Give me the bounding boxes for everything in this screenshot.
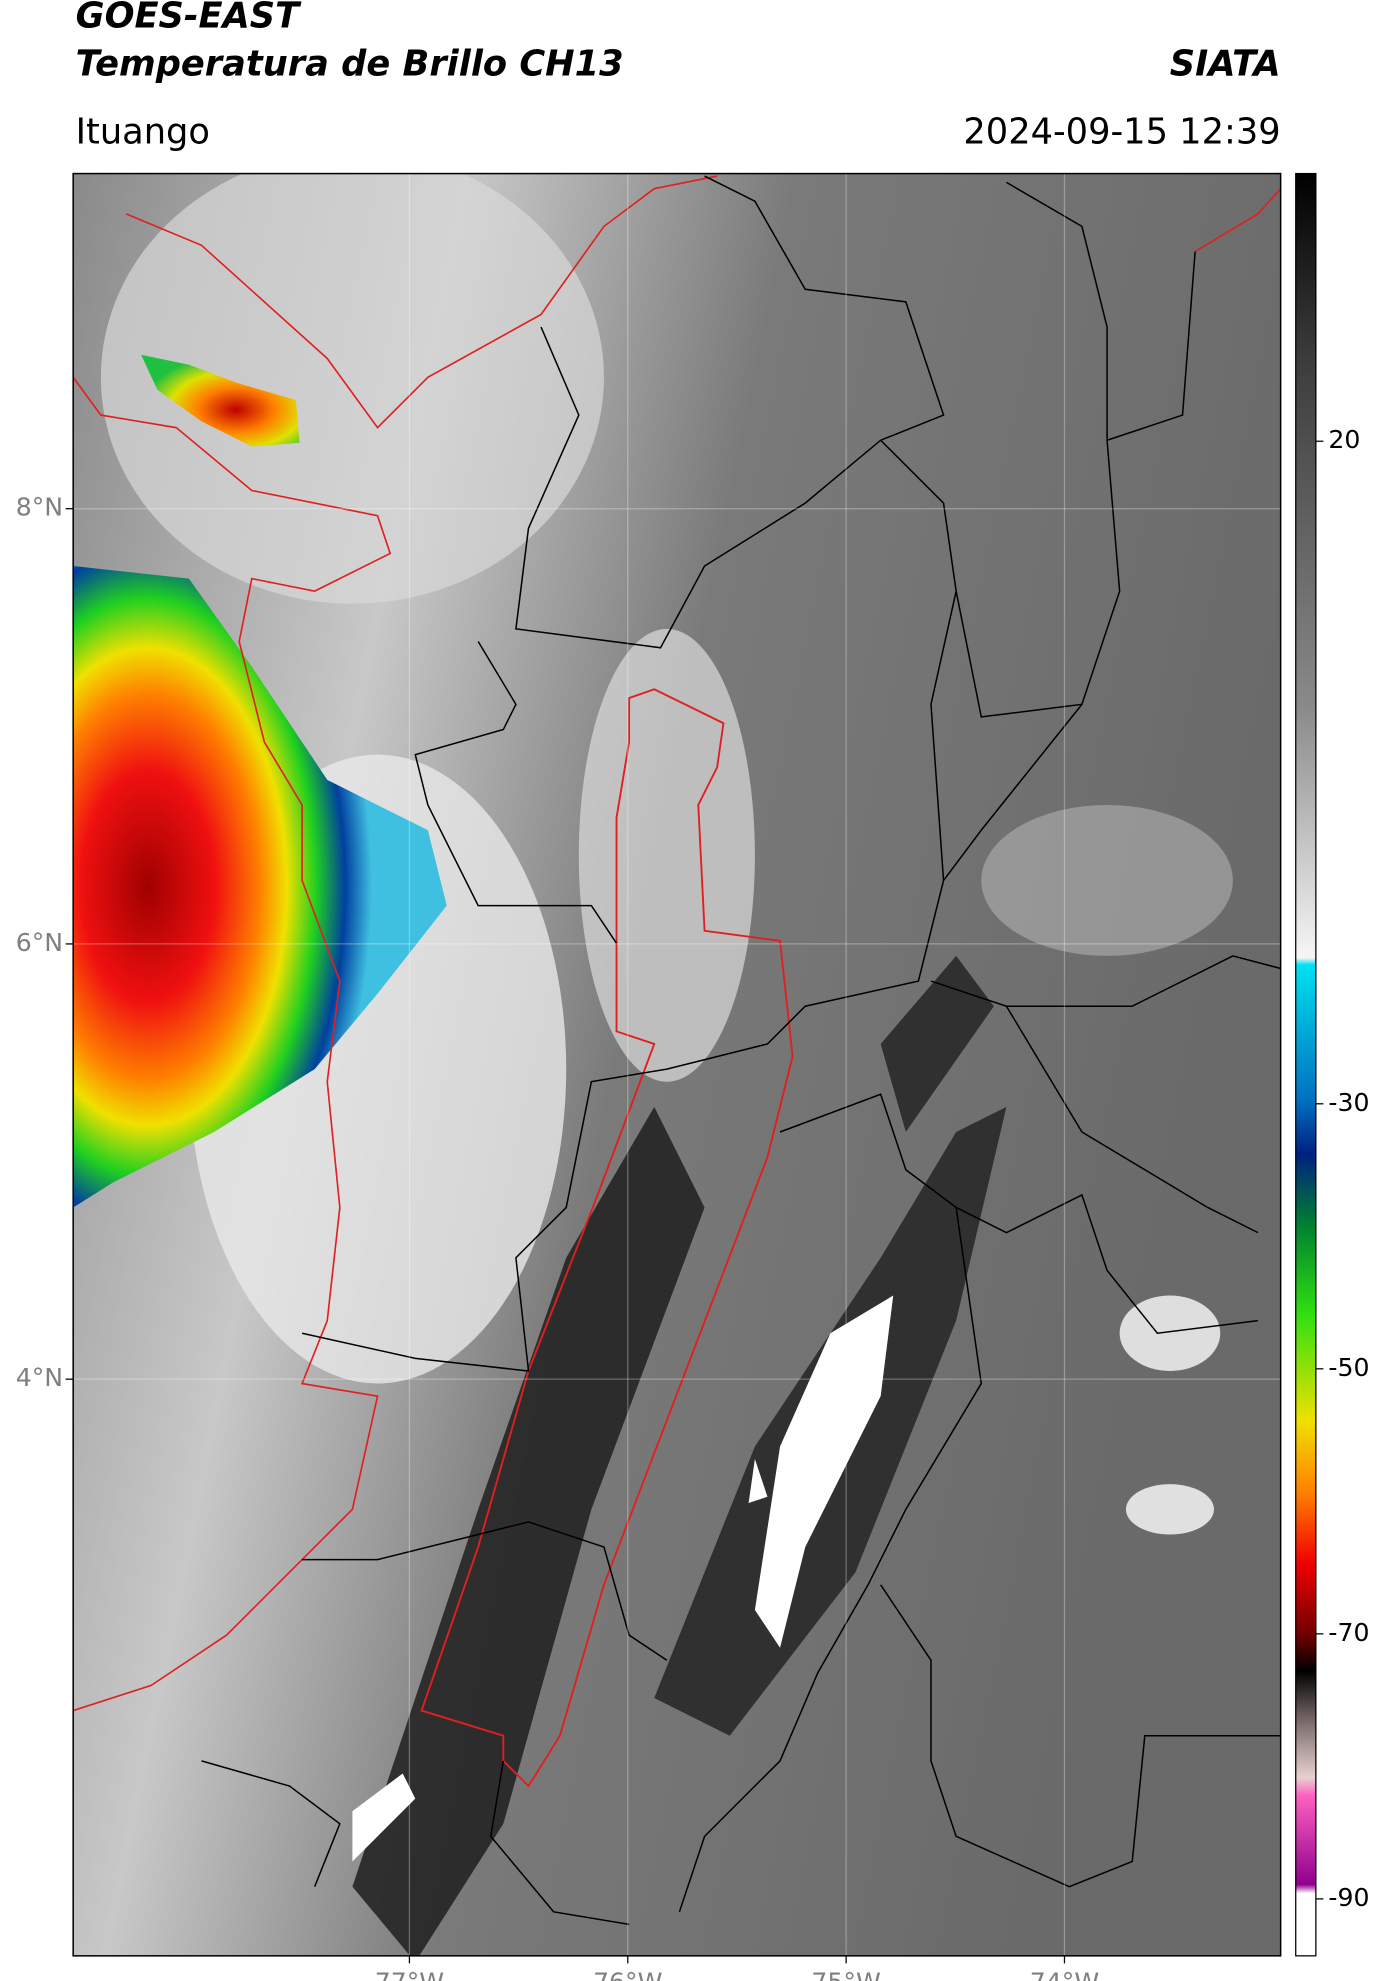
colorbar-tick-label: -70 <box>1328 1618 1369 1647</box>
y-tick-label: 4°N <box>16 1363 63 1392</box>
y-tick-label: 6°N <box>16 928 63 957</box>
colorbar-tick-label: -90 <box>1328 1883 1369 1912</box>
x-tick-label: 74°W <box>1030 1968 1100 1981</box>
x-tick-label: 77°W <box>375 1968 445 1981</box>
map-frame <box>72 172 1282 1957</box>
x-tick-label: 75°W <box>811 1968 881 1981</box>
colorbar-tick-label: 20 <box>1328 425 1360 454</box>
subtitle: Temperatura de Brillo CH13 <box>76 43 624 84</box>
location: Ituango <box>76 111 210 152</box>
y-tick-label: 8°N <box>16 493 63 522</box>
title: GOES-EAST <box>76 0 302 37</box>
colorbar-tick-label: -30 <box>1328 1088 1369 1117</box>
colorbar-tick-label: -50 <box>1328 1353 1369 1382</box>
timestamp: 2024-09-15 12:39 <box>963 111 1280 152</box>
satellite-image <box>73 173 1281 1956</box>
agency: SIATA <box>1170 43 1281 84</box>
grid <box>73 173 1281 1956</box>
colorbar <box>1295 172 1317 1957</box>
x-tick-label: 76°W <box>593 1968 663 1981</box>
